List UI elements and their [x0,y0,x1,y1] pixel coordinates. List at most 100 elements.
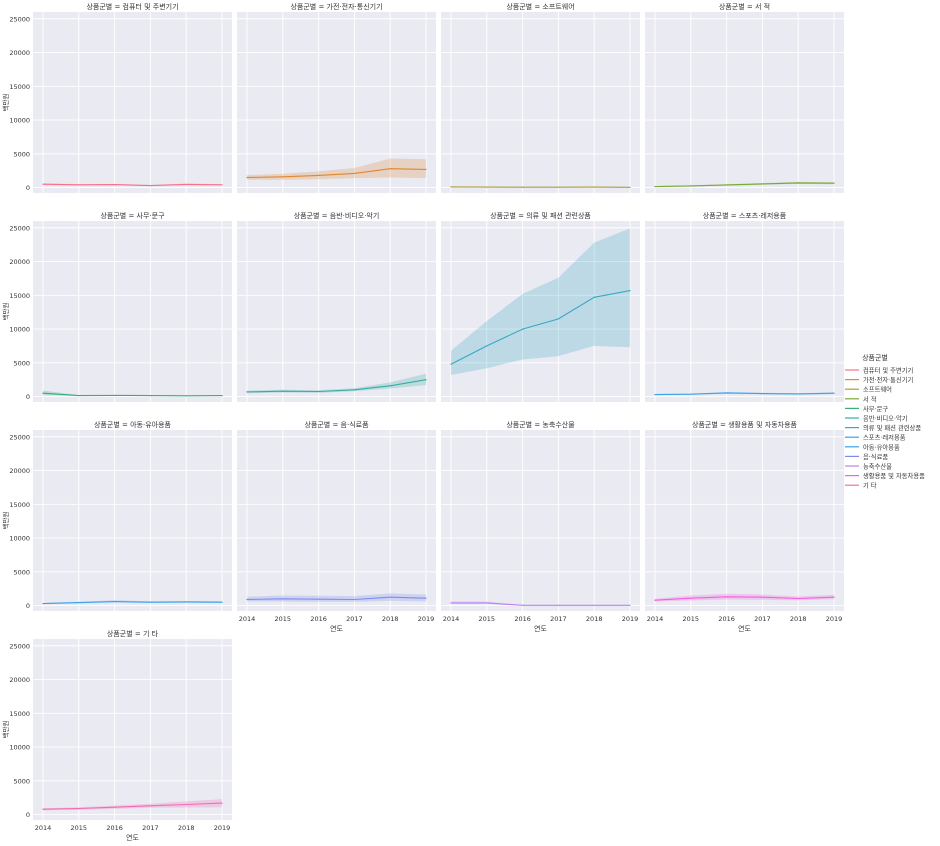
data-point [282,598,284,600]
data-point [797,393,799,395]
y-axis-label: 백만원 [1,303,10,321]
x-tick-label: 2017 [550,615,567,623]
series-line [450,290,631,365]
data-point [726,184,728,186]
legend-label: 사무·문구 [863,404,888,413]
x-tick-label: 2016 [106,824,123,832]
data-point [797,182,799,184]
data-point [42,603,44,605]
y-tick-label: 0 [26,602,30,610]
legend-label: 기 타 [863,481,877,490]
x-tick-label: 2018 [382,615,399,623]
data-point [246,598,248,601]
legend-label: 컴퓨터 및 주변기기 [863,366,913,375]
series-line [654,596,835,601]
x-tick-label: 2015 [71,824,88,832]
data-point [833,182,835,184]
facet-title: 상품군별 = 가전·전자·통신기기 [290,2,382,11]
facet-title: 상품군별 = 소프트웨어 [506,2,574,11]
y-tick-label: 5000 [13,359,30,367]
data-point [690,185,692,187]
y-tick-label: 10000 [9,535,30,543]
data-point [389,596,391,598]
data-point [246,391,248,393]
data-point [557,318,560,320]
data-point [486,602,488,604]
data-point [353,172,355,174]
series-line [246,379,427,393]
y-tick-label: 20000 [9,467,30,475]
data-point [486,186,488,188]
data-point [726,392,728,394]
x-axis-label: 연도 [126,834,139,842]
y-tick-label: 20000 [9,676,30,684]
facet-title: 상품군별 = 컴퓨터 및 주변기기 [86,2,178,11]
y-tick-label: 5000 [13,150,30,158]
confidence-band [451,228,630,375]
data-point [761,393,764,395]
y-tick-label: 15000 [9,83,30,91]
legend-label: 아동·유아용품 [863,442,900,451]
facet-title: 상품군별 = 기 타 [107,629,159,638]
x-tick-label: 2016 [718,615,735,623]
legend-label: 음반·비디오·악기 [863,414,908,423]
x-tick-label: 2019 [214,824,231,832]
data-point [450,186,452,188]
confidence-band [451,601,630,606]
facet-panel [645,430,844,611]
legend-title: 상품군별 [862,353,888,362]
data-point [629,186,631,188]
data-point [690,597,692,599]
data-point [450,363,452,365]
x-tick-label: 2019 [418,615,435,623]
x-tick-label: 2017 [142,824,159,832]
data-point [221,802,223,804]
data-point [654,394,656,396]
data-point [78,602,80,604]
data-point [425,597,427,599]
legend-label: 생활용품 및 자동차용품 [863,471,925,480]
confidence-band [43,799,222,811]
series-line [42,392,223,397]
x-tick-label: 2017 [754,615,771,623]
confidence-band [247,373,426,394]
data-point [185,395,187,397]
facet-panel [237,430,436,611]
facet-title: 상품군별 = 음·식료품 [304,420,369,429]
facet-panel [237,12,436,193]
series-line [42,802,223,810]
facet-panel [33,430,232,611]
data-point [797,597,799,600]
data-point [522,604,524,606]
facet-panel [33,12,232,193]
data-point [389,385,391,387]
y-axis-label: 백만원 [1,94,10,112]
x-tick-label: 2018 [178,824,195,832]
x-tick-label: 2016 [310,615,327,623]
data-point [42,808,44,810]
data-point [246,176,248,179]
facet-title: 상품군별 = 농축수산물 [506,420,575,429]
data-point [221,184,223,186]
data-point [282,176,284,178]
x-axis-label: 연도 [738,625,751,633]
x-tick-label: 2014 [647,615,664,623]
x-tick-label: 2018 [790,615,807,623]
data-point [593,186,595,188]
x-tick-label: 2014 [443,615,460,623]
data-point [149,185,151,187]
y-tick-label: 25000 [9,224,30,232]
data-point [593,604,595,606]
data-point [185,601,187,603]
y-tick-label: 5000 [13,777,30,785]
x-tick-label: 2017 [346,615,363,623]
data-point [114,806,116,808]
data-point [726,596,728,598]
y-tick-label: 10000 [9,744,30,752]
data-point [185,803,187,806]
x-tick-label: 2019 [622,615,639,623]
facet-panel [441,221,640,402]
y-tick-label: 5000 [13,568,30,576]
series-line [654,392,835,396]
